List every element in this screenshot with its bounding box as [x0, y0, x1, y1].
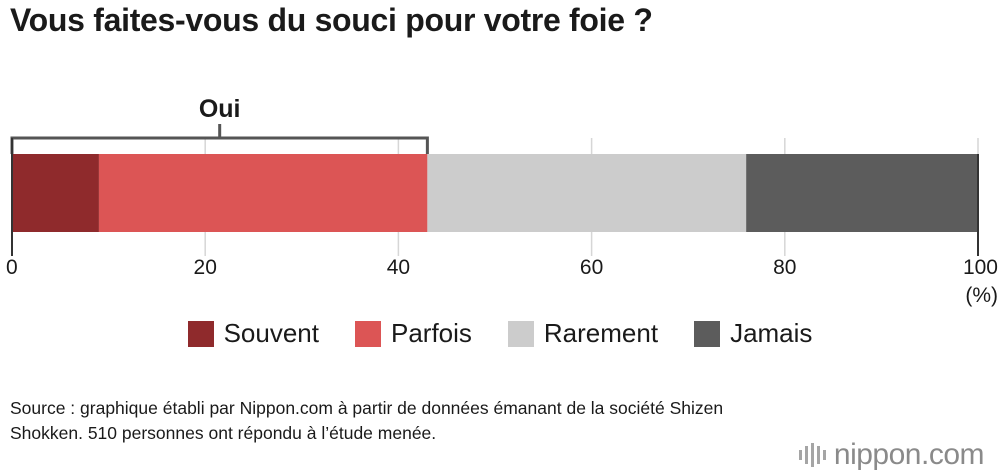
bar-segments	[12, 154, 978, 232]
tick-label-0: 0	[6, 256, 18, 279]
legend-swatch-rarement	[507, 320, 534, 347]
legend-label-rarement: Rarement	[543, 318, 659, 348]
legend-swatch-parfois	[354, 320, 381, 347]
tick-label-40: 40	[387, 256, 410, 279]
tick-label-20: 20	[194, 256, 217, 279]
tick-label-80: 80	[773, 256, 796, 279]
legend-item-parfois: Parfois	[354, 318, 472, 349]
nippon-logo: nippon.com	[798, 438, 985, 472]
stacked-bar-chart: Oui 0 20 40 60 80 100 (%)	[6, 95, 998, 307]
tick-label-100: 100	[963, 256, 998, 279]
nippon-sound-bars-icon	[798, 443, 826, 467]
legend-item-souvent: Souvent	[187, 318, 319, 349]
bar-segment-souvent	[12, 154, 99, 232]
legend-swatch-jamais	[694, 320, 721, 347]
logo-text: nippon.com	[833, 438, 985, 471]
legend-swatch-souvent	[187, 320, 214, 347]
bracket-line	[10, 136, 429, 154]
chart-title: Vous faites-vous du souci pour votre foi…	[10, 2, 653, 38]
legend-label-parfois: Parfois	[390, 318, 472, 348]
x-axis: 0 20 40 60 80 100 (%)	[6, 138, 998, 307]
oui-bracket: Oui	[10, 95, 429, 154]
bracket-label: Oui	[199, 95, 241, 123]
legend-label-jamais: Jamais	[730, 318, 813, 348]
legend-item-jamais: Jamais	[694, 318, 812, 349]
axis-unit-label: (%)	[965, 284, 998, 307]
tick-label-60: 60	[580, 256, 603, 279]
bar-segment-rarement	[427, 154, 747, 232]
bar-segment-jamais	[746, 154, 978, 232]
bar-segment-parfois	[98, 154, 428, 232]
legend: Souvent Parfois Rarement Jamais	[0, 318, 1000, 349]
legend-item-rarement: Rarement	[507, 318, 659, 349]
legend-label-souvent: Souvent	[223, 318, 319, 348]
source-note: Source : graphique établi par Nippon.com…	[10, 398, 724, 443]
